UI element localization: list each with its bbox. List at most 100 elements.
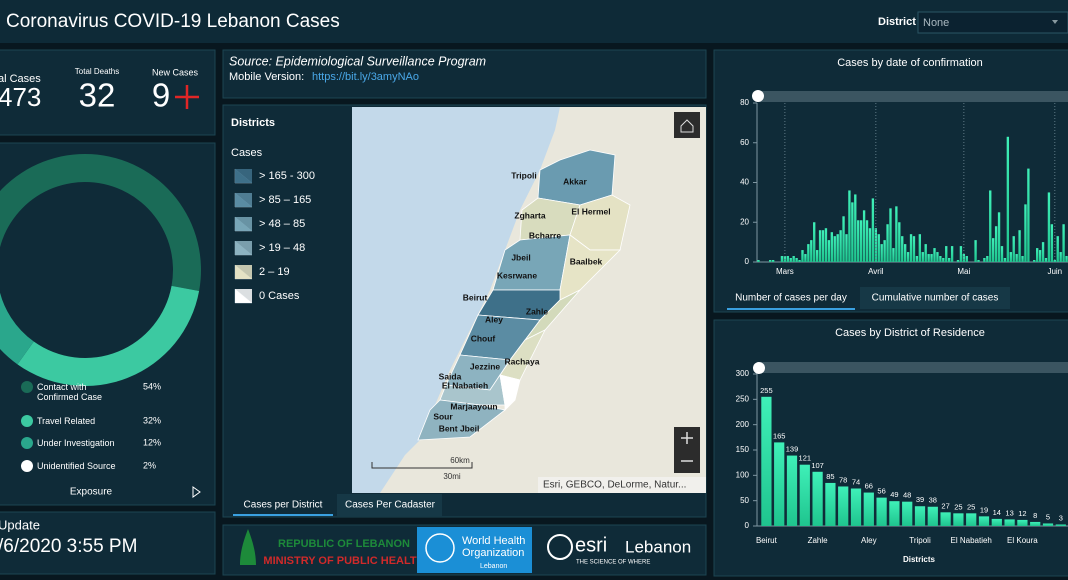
bar	[799, 464, 810, 526]
tab-label[interactable]: Cases per District	[244, 500, 323, 511]
esri-tagline: THE SCIENCE OF WHERE	[576, 560, 650, 566]
new-cases-label: New Cases	[152, 67, 199, 77]
esri-globe	[547, 534, 573, 560]
source-panel	[222, 49, 707, 99]
map-label: Bent Jbeil	[439, 423, 480, 433]
bar	[1015, 254, 1018, 262]
bar	[1047, 192, 1051, 262]
scroll-handle[interactable]	[753, 362, 765, 374]
map-label: Beirut	[463, 292, 488, 302]
bar	[886, 224, 889, 262]
value-label: 78	[839, 475, 847, 484]
bar	[804, 254, 807, 262]
map-label: Tripoli	[511, 170, 537, 180]
next-arrow[interactable]	[192, 486, 201, 498]
bar	[956, 260, 960, 262]
tab-label[interactable]: Cumulative number of cases	[872, 293, 999, 304]
tab-active[interactable]	[233, 494, 333, 516]
map-label: Zahle	[526, 306, 548, 316]
scroll-bar[interactable]	[757, 362, 1068, 373]
esri-country: Lebanon	[625, 537, 691, 556]
bar	[812, 471, 823, 526]
bar	[839, 230, 842, 262]
value-label: 48	[903, 491, 911, 500]
bar	[977, 260, 980, 262]
map-legend-subtitle: Cases	[231, 147, 263, 159]
bar	[966, 513, 977, 526]
bar	[945, 246, 948, 262]
legend-dot	[21, 460, 33, 472]
bar	[994, 226, 998, 262]
bar	[830, 232, 833, 262]
tab[interactable]	[337, 494, 442, 516]
bar	[924, 244, 927, 262]
x-tick-label: Tripoli	[909, 536, 931, 545]
legend-dot	[21, 437, 33, 449]
map-label: Baalbek	[570, 256, 603, 266]
legend-label: Contact with Confirmed Case	[37, 382, 103, 402]
mobile-link[interactable]: https://bit.ly/3amyNAo	[312, 71, 419, 83]
total-deaths-label: Total Deaths	[75, 67, 119, 76]
bar	[1055, 524, 1066, 526]
value-label: 25	[967, 502, 975, 511]
tab[interactable]	[860, 287, 1010, 309]
map-legend-title: Districts	[231, 117, 275, 129]
bar	[871, 198, 875, 262]
home-button[interactable]	[674, 112, 700, 138]
map-label: Sour	[433, 411, 453, 421]
map[interactable]: 60km 30mi Esri, GEBCO, DeLorme, Natur...	[352, 107, 706, 493]
map-label: Bcharre	[529, 230, 561, 240]
bar	[857, 220, 860, 262]
bar	[898, 222, 901, 262]
value-label: 49	[890, 490, 898, 499]
bar	[921, 252, 924, 262]
bar	[851, 202, 854, 262]
bar	[1006, 136, 1010, 262]
bar	[757, 260, 760, 262]
legend-dot	[21, 415, 33, 427]
value-label: 66	[865, 482, 873, 491]
update-time: /6/2020 3:55 PM	[0, 536, 137, 557]
legend-swatch-box	[235, 241, 252, 255]
scroll-bar[interactable]	[757, 91, 1068, 102]
legend-swatch-box	[235, 169, 252, 183]
tab-active[interactable]	[727, 287, 855, 309]
page-title: Coronavirus COVID-19 Lebanon Cases	[6, 11, 340, 32]
scroll-handle[interactable]	[752, 90, 764, 102]
x-tick-label: Zahle	[808, 536, 829, 545]
tab-label[interactable]: Number of cases per day	[735, 293, 847, 304]
x-tick-label: Aley	[861, 536, 877, 545]
y-tick-label: 0	[745, 521, 750, 530]
bar	[859, 220, 863, 262]
bar	[915, 256, 919, 262]
total-cases-label: al Cases	[0, 73, 41, 85]
bar	[1024, 204, 1027, 262]
tab-label[interactable]: Cases Per Cadaster	[345, 500, 436, 511]
daily-chart-title: Cases by date of confirmation	[837, 57, 983, 69]
map-label: Chouf	[471, 333, 496, 343]
exposure-title: Exposure	[70, 487, 113, 498]
bar	[845, 234, 848, 262]
district-select[interactable]	[917, 11, 1068, 34]
bar	[1056, 236, 1059, 262]
bar	[933, 248, 936, 262]
bar	[838, 486, 849, 526]
districts	[417, 149, 631, 441]
map-label: Jbeil	[511, 252, 530, 262]
bar	[850, 488, 862, 526]
legend-value: 2%	[143, 460, 156, 470]
bar	[959, 246, 963, 262]
bar	[792, 256, 795, 262]
total-deaths-value: 32	[79, 77, 116, 114]
bar	[810, 240, 813, 262]
home-icon	[680, 119, 694, 133]
map-label: Marjaayoun	[450, 401, 497, 411]
bar	[1062, 224, 1065, 262]
scale-km: 60km	[450, 456, 470, 465]
legend-label: Travel Related	[37, 416, 96, 426]
y-tick-label: 100	[736, 470, 750, 479]
bar	[825, 482, 836, 526]
bar	[863, 492, 874, 526]
cedar-icon	[240, 529, 256, 565]
